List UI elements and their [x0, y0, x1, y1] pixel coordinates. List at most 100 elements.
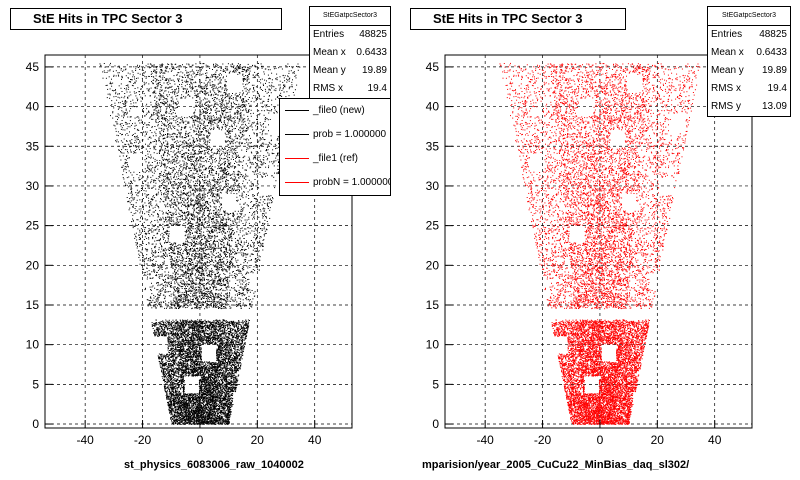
left-hit-point: [219, 114, 221, 116]
left-hit-point: [174, 413, 176, 415]
left-hit-point: [215, 157, 217, 159]
left-hit-point: [171, 156, 173, 158]
left-hit-point: [253, 230, 255, 232]
left-hit-point: [269, 209, 271, 211]
left-hit-point: [167, 240, 169, 242]
left-hit-point: [189, 364, 191, 366]
left-hit-point: [202, 327, 203, 328]
left-hit-point: [248, 198, 250, 199]
left-hit-point: [200, 112, 202, 114]
left-hit-point: [180, 202, 182, 204]
left-hit-point: [213, 120, 215, 121]
left-hit-point: [229, 151, 231, 153]
left-hit-point: [216, 181, 218, 183]
left-hit-point: [168, 94, 170, 96]
left-hit-point: [279, 76, 281, 78]
left-hit-point: [150, 229, 152, 231]
left-hit-point: [147, 144, 149, 146]
left-hit-point: [133, 83, 135, 84]
left-hit-point: [185, 234, 187, 236]
left-hit-point: [186, 252, 188, 254]
left-hit-point: [229, 305, 231, 307]
left-hit-point: [217, 293, 219, 295]
left-hit-point: [213, 283, 215, 285]
left-hit-point: [201, 263, 203, 265]
left-hit-point: [278, 67, 280, 69]
left-hit-point: [153, 91, 155, 93]
left-hit-point: [118, 65, 120, 67]
left-hit-point: [154, 250, 156, 252]
left-hit-point: [190, 320, 192, 322]
left-hit-point: [252, 254, 254, 255]
left-hit-point: [252, 74, 254, 76]
left-hit-point: [220, 306, 222, 307]
left-hit-point: [220, 277, 221, 279]
left-hit-point: [132, 224, 134, 226]
left-hit-point: [234, 163, 235, 164]
left-hit-point: [224, 306, 226, 308]
left-hit-point: [221, 283, 223, 284]
left-hit-point: [135, 206, 137, 207]
left-hit-point: [245, 253, 247, 255]
left-hit-point: [172, 161, 174, 163]
left-hit-point: [152, 231, 154, 233]
left-hit-point: [186, 223, 188, 225]
left-hit-point: [267, 100, 269, 102]
left-hit-point: [262, 142, 264, 144]
left-hit-point: [113, 74, 115, 76]
left-hit-points: [99, 62, 301, 425]
left-hit-point: [248, 247, 250, 249]
left-hit-point: [198, 202, 200, 203]
left-hit-point: [167, 84, 169, 86]
left-hit-point: [181, 144, 183, 146]
left-hit-point: [227, 171, 229, 172]
left-hit-point: [159, 302, 160, 304]
left-hit-point: [205, 217, 207, 219]
left-hit-point: [170, 182, 171, 184]
left-hit-point: [172, 335, 174, 337]
left-hit-point: [214, 184, 216, 186]
left-hit-point: [152, 260, 153, 262]
left-hit-point: [208, 281, 210, 283]
left-hit-point: [250, 113, 252, 115]
left-hit-point: [170, 147, 172, 149]
left-hit-point: [216, 183, 218, 185]
left-hit-point: [229, 157, 230, 159]
left-hit-point: [174, 278, 176, 280]
left-hit-point: [196, 97, 198, 98]
left-hit-point: [172, 193, 174, 195]
left-hit-point: [200, 227, 202, 229]
left-hit-point: [228, 239, 230, 241]
left-hit-point: [176, 124, 178, 126]
left-hit-point: [177, 423, 179, 425]
left-hit-point: [255, 202, 257, 204]
left-hit-point: [205, 143, 206, 145]
left-hit-point: [228, 106, 230, 108]
left-hit-point: [189, 145, 191, 147]
left-hit-point: [222, 218, 224, 219]
left-hit-point: [210, 94, 212, 96]
left-hit-point: [203, 257, 205, 259]
left-hit-point: [241, 94, 243, 96]
left-hit-point: [222, 216, 224, 218]
left-hit-point: [214, 407, 216, 409]
left-hit-point: [190, 292, 192, 294]
left-hit-point: [209, 304, 211, 306]
left-hit-point: [242, 223, 244, 224]
left-hit-point: [218, 283, 219, 285]
left-hit-point: [187, 71, 189, 73]
left-hit-point: [189, 195, 191, 197]
left-hit-point: [164, 204, 166, 206]
left-hit-point: [173, 159, 175, 161]
left-hit-point: [261, 132, 263, 134]
left-hit-point: [200, 371, 202, 373]
left-hit-point: [188, 74, 190, 76]
left-hit-point: [224, 395, 226, 397]
left-hit-point: [183, 291, 185, 293]
left-hit-point: [273, 165, 275, 167]
left-hit-point: [159, 89, 161, 91]
left-hit-point: [198, 306, 200, 308]
left-hit-point: [179, 369, 181, 371]
left-hit-point: [263, 239, 265, 241]
left-hit-point: [191, 153, 193, 155]
